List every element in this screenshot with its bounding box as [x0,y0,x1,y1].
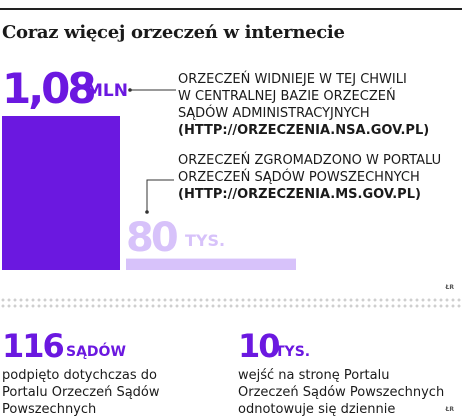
leader-dot-nsa [128,88,132,92]
bar-nsa-unit: MLN [86,81,128,101]
bar-nsa-value: 1,08 [2,64,97,113]
stat-desc-line: wejść na stronę Portalu [238,368,390,383]
credit-bottom: ŁR [445,406,454,413]
ms-url: (HTTP://ORZECZENIA.MS.GOV.PL) [178,187,421,202]
bar-nsa [2,116,120,270]
stat-desc-line: odnotowuje się dziennie [238,402,396,417]
desc-line: sądów administracyjnych [178,106,370,121]
desc-line: orzeczeń sądów powszechnych [178,170,420,185]
dotted-separator [0,297,462,309]
stat-courts-number: 116 [2,327,65,365]
credit: ŁR [445,284,454,291]
stat-desc-line: Portalu Orzeczeń Sądów [2,385,160,400]
top-rule [0,8,462,10]
desc-line: w centralnej bazie orzeczeń [178,89,396,104]
stat-desc-line: Powszechnych [2,402,97,417]
stat-courts-description: podpięto dotychczas do Portalu Orzeczeń … [2,367,160,418]
bar-ms-description: Orzeczeń zgromadzono w portalu orzeczeń … [178,152,441,203]
stat-visits-number: 10 [238,327,281,365]
bar-ms-unit: TYS. [185,231,226,250]
bar-nsa-description: Orzeczeń widnieje w tej chwili w central… [178,71,429,139]
stat-courts-unit: SĄDÓW [66,344,126,360]
desc-line: Orzeczeń zgromadzono w portalu [178,153,442,168]
stat-visits-description: wejść na stronę Portalu Orzeczeń Sądów P… [238,367,444,418]
leader-dot-ms [145,210,149,214]
chart-title: Coraz więcej orzeczeń w internecie [2,22,345,43]
stat-desc-line: Orzeczeń Sądów Powszechnych [238,385,445,400]
stat-desc-line: podpięto dotychczas do [2,368,157,383]
bar-ms-value: 80 [126,215,179,261]
nsa-url: (HTTP://ORZECZENIA.NSA.GOV.PL) [178,123,430,138]
desc-line: Orzeczeń widnieje w tej chwili [178,72,407,87]
stat-visits-unit: TYS. [275,344,311,360]
bar-ms [126,258,296,270]
bar-chart [2,88,296,270]
leader-line-ms [146,179,174,212]
